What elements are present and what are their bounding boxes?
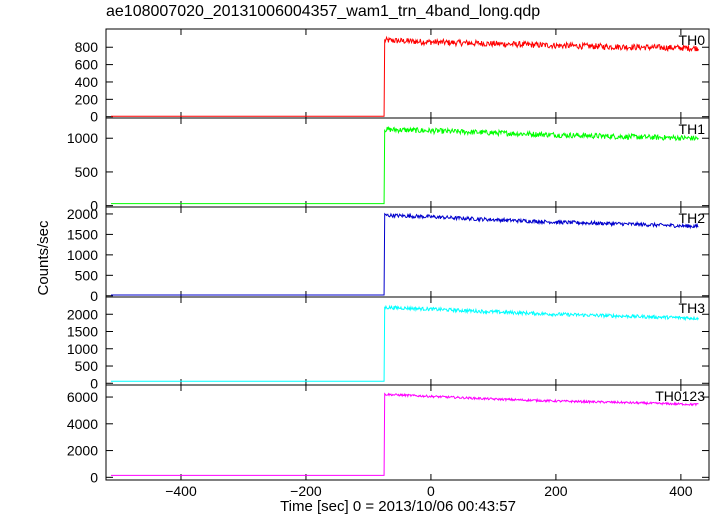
y-tick-label: 500 xyxy=(75,267,99,283)
series-line-th0123 xyxy=(111,392,699,476)
y-tick-label: 0 xyxy=(90,109,98,125)
y-tick-label: 400 xyxy=(75,74,99,90)
y-tick-label: 1500 xyxy=(67,226,98,242)
series-line-th1 xyxy=(111,125,699,205)
y-tick-label: 600 xyxy=(75,57,99,73)
y-tick-label: 2000 xyxy=(67,443,98,459)
panel-th1: 0 500 1000 TH1 xyxy=(67,117,710,214)
chart-title: ae108007020_20131006004357_wam1_trn_4ban… xyxy=(106,3,541,20)
x-axis-title: Time [sec] 0 = 2013/10/06 00:43:57 xyxy=(280,498,516,515)
y-tick-label: 4000 xyxy=(67,416,98,432)
series-line-th2 xyxy=(111,212,699,296)
panel-frame xyxy=(105,384,710,481)
y-tick-label: 0 xyxy=(90,375,98,391)
y-tick-label: 2000 xyxy=(67,306,98,322)
x-tick-label: −400 xyxy=(165,483,197,499)
x-axis: −400 −200 0 200 400 xyxy=(165,483,693,499)
panel-label: TH1 xyxy=(679,121,706,137)
panel-th2: 0 500 1000 1500 2000 TH2 xyxy=(67,206,710,304)
y-tick-label: 200 xyxy=(75,91,99,107)
series-line-th0 xyxy=(111,35,699,117)
y-tick-label: 1000 xyxy=(67,341,98,357)
y-tick-label: 500 xyxy=(75,164,99,180)
y-tick-label: 1000 xyxy=(67,247,98,263)
panel-label: TH3 xyxy=(679,300,706,316)
panel-label: TH0123 xyxy=(655,388,705,404)
panel-frame xyxy=(105,206,710,298)
panel-th0123: 0 2000 4000 6000 TH0123 xyxy=(67,384,710,485)
x-tick-label: −200 xyxy=(290,483,322,499)
y-tick-label: 800 xyxy=(75,39,99,55)
x-tick-label: 0 xyxy=(427,483,435,499)
y-tick-label: 0 xyxy=(90,198,98,214)
y-tick-label: 2000 xyxy=(67,206,98,222)
y-tick-label: 1000 xyxy=(67,130,98,146)
y-tick-label: 500 xyxy=(75,358,99,374)
panel-frame xyxy=(105,28,710,119)
x-tick-label: 400 xyxy=(669,483,693,499)
series-line-th3 xyxy=(111,304,699,382)
panel-label: TH0 xyxy=(679,32,706,48)
y-tick-label: 0 xyxy=(90,288,98,304)
panel-label: TH2 xyxy=(679,210,706,226)
x-tick-label: 200 xyxy=(544,483,568,499)
panel-frame xyxy=(105,117,710,208)
y-tick-label: 1500 xyxy=(67,324,98,340)
y-tick-label: 0 xyxy=(90,469,98,485)
y-tick-label: 6000 xyxy=(67,389,98,405)
y-axis-title: Counts/sec xyxy=(35,220,52,296)
